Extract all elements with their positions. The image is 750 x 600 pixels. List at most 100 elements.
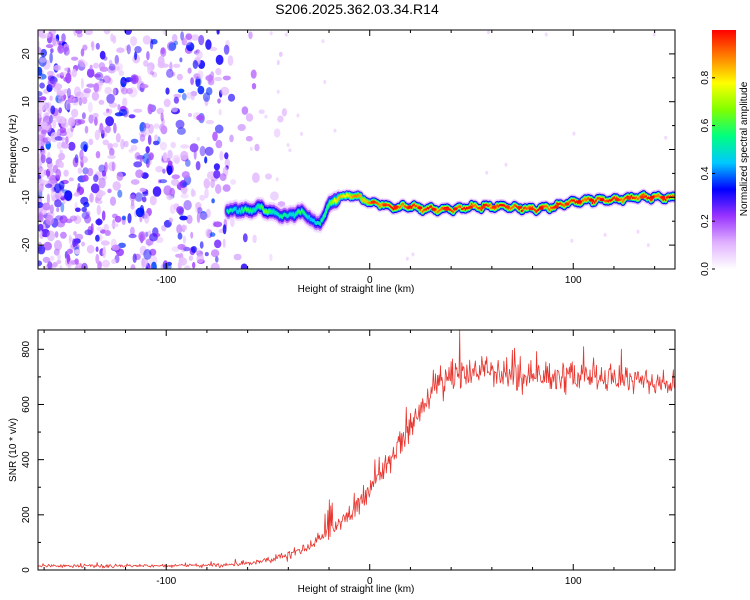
heatmap-noise-cell — [94, 129, 101, 141]
heatmap-noise-cell — [99, 50, 106, 60]
heatmap-noise-cell — [49, 255, 55, 261]
heatmap-noise-cell — [128, 148, 134, 153]
heatmap-noise-cell — [59, 265, 63, 269]
heatmap-noise-cell — [84, 125, 89, 134]
heatmap-noise-cell — [39, 121, 48, 128]
heatmap-noise-cell — [174, 157, 180, 165]
heatmap-noise-cell — [171, 34, 178, 43]
heatmap-noise-cell — [162, 152, 168, 162]
heatmap-noise-cell — [45, 214, 54, 226]
heatmap-noise-cell — [38, 159, 42, 169]
heatmap-noise-cell — [118, 70, 125, 76]
heatmap-noise-cell — [46, 193, 51, 205]
heatmap-noise-cell — [98, 177, 106, 189]
heatmap-ridge-cell — [360, 197, 363, 201]
heatmap-noise-cell — [219, 150, 224, 161]
heatmap-noise-cell — [269, 253, 273, 262]
colorbar-label: Normalized spectral amplitude — [739, 81, 750, 216]
heatmap-noise-cell — [143, 249, 152, 260]
heatmap-noise-cell — [38, 90, 43, 97]
colorbar: 0.0 0.2 0.4 0.6 0.8 Normalized spectral ampl… — [700, 30, 750, 276]
heatmap-noise-cell — [570, 238, 574, 243]
heatmap-noise-cell — [175, 119, 185, 129]
heatmap-noise-cell — [57, 44, 65, 54]
heatmap-noise-cell — [199, 212, 209, 220]
heatmap-noise-cell — [652, 32, 656, 37]
heatmap-noise-cell — [182, 235, 186, 244]
heatmap-ridge-cell — [462, 207, 464, 211]
heatmap-noise-cell — [180, 150, 189, 161]
heatmap-ridge-cell — [503, 204, 506, 207]
heatmap-noise-cell — [38, 201, 44, 209]
heatmap-ridge-cell — [292, 212, 295, 216]
heatmap-noise-cell — [59, 215, 68, 224]
heatmap-ridge-cell — [585, 198, 588, 202]
heatmap-noise-cell — [90, 183, 100, 194]
heatmap-noise-cell — [209, 232, 216, 237]
heatmap-noise-cell — [64, 190, 73, 202]
heatmap-noise-cell — [222, 224, 227, 235]
heatmap-noise-cell — [72, 97, 81, 103]
heatmap-ridge-peak — [577, 200, 582, 204]
heatmap-noise-cell — [135, 169, 144, 178]
heatmap-noise-cell — [138, 231, 145, 242]
heatmap-ridge-cell — [470, 202, 473, 206]
heatmap-ridge-cell — [363, 198, 365, 201]
heatmap-noise-cell — [108, 63, 116, 71]
heatmap-noise-cell — [111, 244, 120, 251]
heatmap-noise-cell — [128, 233, 137, 239]
heatmap-noise-cell — [214, 124, 224, 134]
heatmap-noise-cell — [96, 226, 103, 232]
heatmap-ridge-cell — [308, 214, 310, 219]
heatmap-noise-cell — [204, 156, 208, 164]
heatmap-ridge-cell — [319, 222, 321, 226]
heatmap-noise-cell — [230, 179, 237, 185]
heatmap-noise-cell — [56, 141, 63, 150]
heatmap-noise-cell — [112, 142, 119, 148]
heatmap-noise-cell — [128, 114, 136, 119]
colorbar-tick-label: 0.6 — [700, 118, 711, 132]
heatmap-noise-cell — [38, 99, 47, 111]
heatmap-noise-cell — [54, 199, 62, 208]
heatmap-ridge-cell — [587, 197, 590, 200]
heatmap-noise-cell — [153, 123, 160, 129]
y-tick-label: 200 — [21, 506, 32, 523]
heatmap-noise-cell — [86, 244, 95, 254]
heatmap-ridge-peak — [589, 198, 594, 202]
heatmap-noise-cell — [139, 134, 146, 142]
heatmap-noise-cell — [65, 100, 71, 111]
heatmap-noise-cell — [68, 260, 76, 266]
heatmap-noise-cell — [47, 167, 52, 172]
heatmap-noise-cell — [93, 174, 99, 183]
heatmap-noise-cell — [63, 88, 69, 94]
snr-x-label: Height of straight line (km) — [298, 584, 415, 595]
heatmap-ridge-cell — [620, 198, 623, 201]
heatmap-ridge-peak — [407, 205, 413, 209]
heatmap-ridge-peak — [538, 206, 544, 210]
heatmap-noise-cell — [40, 48, 47, 58]
heatmap-noise-cell — [147, 103, 153, 115]
heatmap-noise-cell — [215, 54, 224, 65]
heatmap-noise-cell — [213, 163, 220, 171]
heatmap-noise-cell — [38, 182, 44, 193]
heatmap-noise-cell — [73, 231, 77, 236]
heatmap-noise-cell — [40, 210, 48, 215]
heatmap-noise-cell — [205, 119, 215, 125]
heatmap-noise-cell — [92, 112, 99, 119]
heatmap-noise-cell — [103, 30, 111, 35]
heatmap-noise-cell — [97, 190, 106, 197]
heatmap-noise-cell — [222, 184, 231, 192]
heatmap-noise-cell — [38, 30, 43, 36]
heatmap-noise-cell — [107, 188, 112, 194]
heatmap-noise-cell — [275, 177, 279, 182]
heatmap-ridge-peak — [505, 205, 510, 209]
heatmap-ridge-cell — [391, 206, 393, 210]
heatmap-noise-cell — [107, 143, 114, 149]
heatmap-noise-cell — [123, 140, 129, 148]
heatmap-noise-cell — [197, 70, 204, 80]
heatmap-noise-cell — [170, 141, 176, 149]
heatmap-noise-cell — [222, 238, 226, 248]
heatmap-noise-cell — [59, 130, 67, 137]
heatmap-noise-cell — [487, 30, 490, 35]
